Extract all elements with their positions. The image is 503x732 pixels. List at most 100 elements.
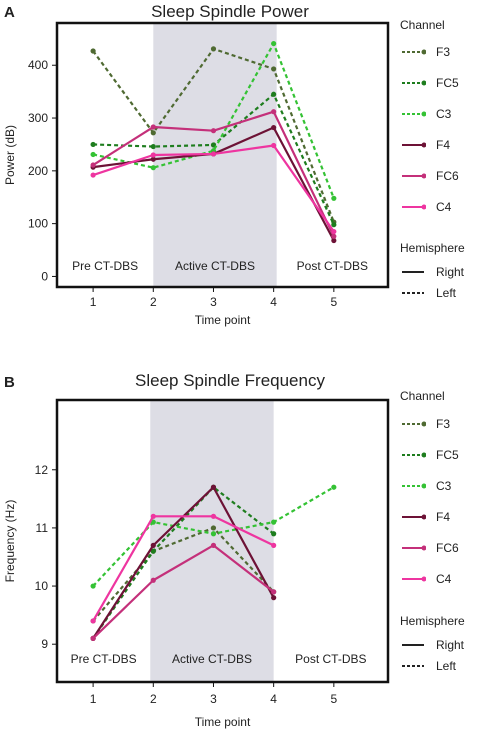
data-point bbox=[210, 531, 217, 537]
x-tick-label: 1 bbox=[90, 692, 97, 706]
y-tick-label: 0 bbox=[41, 269, 48, 283]
legend-item-f3: F3 bbox=[402, 44, 451, 60]
x-tick-label: 4 bbox=[270, 295, 277, 309]
data-point bbox=[210, 46, 217, 52]
phase-label: Pre CT-DBS bbox=[72, 259, 138, 273]
legend-item-c3: C3 bbox=[402, 106, 452, 122]
series-line bbox=[92, 486, 275, 640]
legend-item-fc5: FC5 bbox=[402, 75, 459, 91]
data-point bbox=[150, 548, 156, 554]
series-line bbox=[92, 544, 275, 640]
data-point bbox=[90, 172, 96, 178]
legend-label: F4 bbox=[436, 510, 451, 524]
data-point bbox=[150, 165, 156, 171]
data-point bbox=[271, 124, 277, 131]
x-tick-label: 4 bbox=[270, 692, 277, 706]
series-line bbox=[92, 42, 335, 199]
panel-letter: B bbox=[4, 374, 15, 391]
data-point bbox=[150, 519, 156, 525]
legend-label: F3 bbox=[436, 45, 451, 59]
legend-channel-title: Channel bbox=[400, 18, 445, 32]
legend-label: Left bbox=[436, 286, 457, 300]
data-point bbox=[150, 542, 156, 548]
panel-letter: A bbox=[4, 4, 15, 21]
x-tick-label: 2 bbox=[150, 692, 157, 706]
legend-hemisphere-title: Hemisphere bbox=[400, 241, 465, 255]
data-point bbox=[210, 484, 217, 490]
power-chart-svg: 0 100 200 300 400 1 2 3 4 5 Time point Power (dB) Pr… bbox=[3, 21, 390, 327]
chart-title: Sleep Spindle Frequency bbox=[135, 371, 325, 390]
y-tick-label: 400 bbox=[28, 58, 48, 72]
legend-label: FC5 bbox=[436, 448, 459, 462]
data-point bbox=[90, 151, 96, 158]
data-point bbox=[150, 143, 156, 150]
legend-label: Right bbox=[436, 265, 465, 279]
data-point bbox=[150, 124, 156, 130]
legend-hemisphere-title: Hemisphere bbox=[400, 614, 465, 628]
plot-frame bbox=[55, 21, 390, 289]
legend-item-left: Left bbox=[402, 285, 457, 301]
legend-label: FC5 bbox=[436, 76, 459, 90]
x-tick-label: 3 bbox=[210, 295, 217, 309]
data-point bbox=[90, 618, 96, 624]
data-point bbox=[271, 519, 277, 525]
plot-frame bbox=[55, 398, 390, 684]
y-axis-label: Frequency (Hz) bbox=[3, 500, 17, 583]
data-point bbox=[90, 141, 96, 148]
legend-item-fc6: FC6 bbox=[402, 540, 459, 556]
legend-item-fc5: FC5 bbox=[402, 447, 459, 463]
data-point bbox=[150, 152, 156, 158]
legend-label: C3 bbox=[436, 107, 452, 121]
phase-label: Post CT-DBS bbox=[297, 259, 368, 273]
data-point bbox=[331, 222, 337, 228]
data-point bbox=[331, 233, 337, 239]
data-point bbox=[210, 128, 217, 134]
series-line bbox=[92, 515, 275, 622]
y-tick-label: 200 bbox=[28, 164, 48, 178]
legend-label: C4 bbox=[436, 200, 452, 214]
x-tick-label: 2 bbox=[150, 295, 157, 309]
panel-b: B Sleep Spindle Frequency 9 10 11 12 1 2 3 4 5 Ti… bbox=[0, 366, 503, 732]
legend-item-fc6: FC6 bbox=[402, 168, 459, 184]
x-tick-label: 3 bbox=[210, 692, 217, 706]
data-point bbox=[150, 130, 156, 136]
legend-item-left: Left bbox=[402, 658, 457, 674]
y-tick-label: 100 bbox=[28, 217, 48, 231]
x-axis-label: Time point bbox=[195, 313, 251, 327]
panel-a: A Sleep Spindle Power 0 100 200 300 400 1 2 3 4 5… bbox=[3, 2, 465, 327]
legend-item-right: Right bbox=[402, 264, 465, 280]
legend-item-f4: F4 bbox=[402, 137, 450, 153]
legend-label: FC6 bbox=[436, 169, 459, 183]
data-point bbox=[271, 531, 277, 537]
data-point bbox=[210, 513, 217, 519]
legend-label: C4 bbox=[436, 572, 452, 586]
phase-label: Pre CT-DBS bbox=[71, 652, 137, 666]
y-tick-label: 9 bbox=[41, 637, 48, 651]
legend-label: Left bbox=[436, 659, 457, 673]
phase-label: Active CT-DBS bbox=[175, 259, 255, 273]
data-point bbox=[331, 237, 337, 244]
legend-label: F3 bbox=[436, 417, 451, 431]
data-point bbox=[150, 156, 156, 162]
phase-label: Post CT-DBS bbox=[295, 652, 366, 666]
data-point bbox=[210, 151, 217, 157]
legend-item-c4: C4 bbox=[402, 199, 452, 215]
data-point bbox=[331, 484, 337, 490]
data-point bbox=[271, 66, 277, 72]
legend-item-f4: F4 bbox=[402, 509, 451, 525]
legend-label: Right bbox=[436, 638, 465, 652]
chart-title: Sleep Spindle Power bbox=[151, 2, 309, 21]
legend-label: FC6 bbox=[436, 541, 459, 555]
legend-item-c3: C3 bbox=[402, 478, 452, 494]
data-point bbox=[90, 635, 96, 641]
legend-label: C3 bbox=[436, 479, 452, 493]
data-point bbox=[210, 525, 217, 531]
x-axis-label: Time point bbox=[195, 715, 251, 729]
data-point bbox=[150, 577, 156, 583]
data-point bbox=[210, 542, 217, 548]
y-axis-label: Power (dB) bbox=[3, 125, 17, 185]
x-tick-label: 5 bbox=[330, 692, 337, 706]
y-tick-label: 10 bbox=[35, 579, 49, 593]
data-point bbox=[150, 513, 156, 519]
